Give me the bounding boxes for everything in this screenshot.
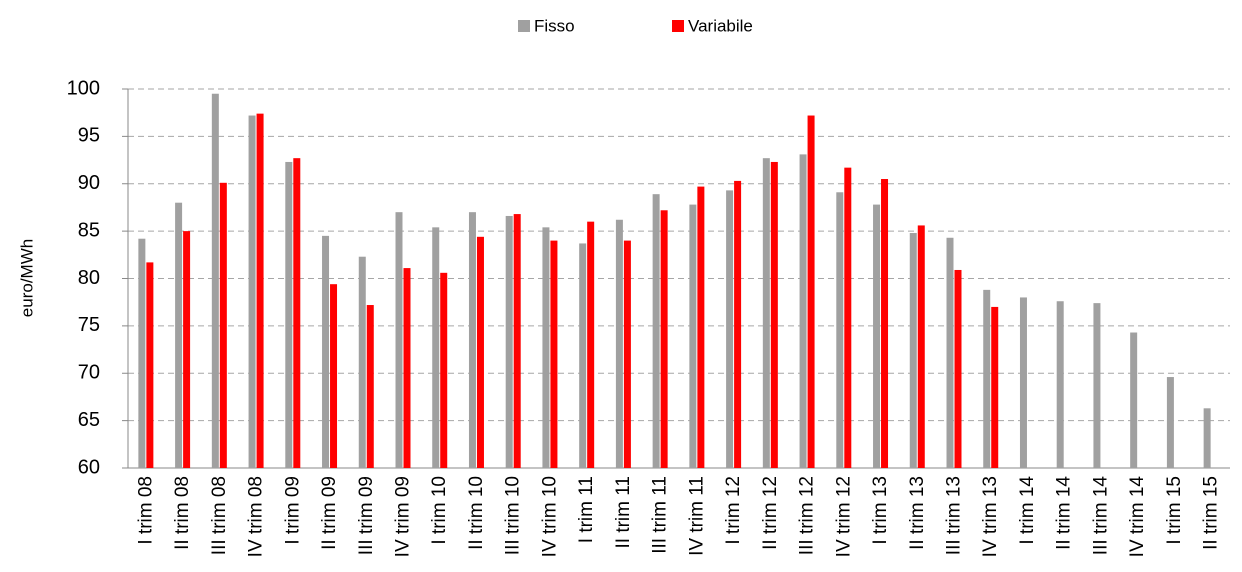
bar — [917, 225, 925, 468]
bar — [1166, 377, 1174, 468]
bar — [183, 231, 191, 468]
x-tick-label: I trim 10 — [429, 476, 450, 545]
x-tick-label: III trim 08 — [209, 476, 230, 555]
bar — [1019, 297, 1027, 468]
x-tick-label: I trim 15 — [1164, 476, 1185, 545]
y-axis-label: euro/MWh — [17, 239, 36, 317]
x-tick-label: IV trim 13 — [980, 476, 1001, 557]
bar — [358, 256, 366, 468]
bar — [285, 161, 293, 468]
bar — [697, 186, 705, 468]
bar — [579, 243, 587, 468]
bar — [330, 284, 338, 468]
bar — [505, 215, 513, 468]
y-tick-label: 80 — [78, 267, 100, 289]
y-tick-label: 60 — [78, 456, 100, 478]
bar — [623, 240, 631, 468]
bar — [211, 93, 219, 469]
bar — [762, 158, 770, 469]
bar — [1093, 303, 1101, 468]
bar — [954, 269, 962, 468]
y-tick-label: 70 — [78, 362, 100, 384]
y-tick-label: 75 — [78, 314, 100, 336]
x-tick-label: III trim 14 — [1090, 476, 1111, 556]
bar — [146, 262, 154, 468]
x-tick-label: I trim 13 — [870, 476, 891, 545]
legend-swatch — [518, 20, 530, 32]
x-tick-label: IV trim 12 — [833, 476, 854, 557]
y-tick-label: 85 — [78, 219, 100, 241]
bar — [468, 212, 476, 468]
bar — [440, 272, 448, 468]
x-tick-label: III trim 13 — [944, 476, 965, 555]
x-tick-label: II trim 10 — [466, 476, 487, 550]
bar — [256, 113, 264, 468]
x-tick-label: II trim 12 — [760, 476, 781, 550]
x-tick-label: IV trim 09 — [393, 476, 414, 557]
x-tick-label: IV trim 14 — [1127, 476, 1148, 558]
x-tick-label: IV trim 08 — [246, 476, 267, 557]
bar — [293, 158, 301, 469]
bar — [689, 204, 697, 468]
y-tick-label: 90 — [78, 172, 100, 194]
x-tick-label: I trim 08 — [135, 476, 156, 545]
x-tick-label: II trim 15 — [1201, 476, 1222, 550]
bar — [983, 289, 991, 468]
bar — [844, 167, 852, 468]
legend-label: Variabile — [688, 16, 753, 35]
bar — [991, 306, 999, 468]
bar — [1130, 332, 1138, 468]
x-tick-label: II trim 11 — [613, 476, 634, 549]
bar — [432, 227, 440, 468]
x-tick-label: III trim 11 — [650, 476, 671, 554]
bar — [550, 240, 558, 468]
bar — [836, 192, 844, 468]
bar — [909, 233, 917, 468]
x-tick-label: II trim 09 — [319, 476, 340, 550]
x-tick-label: I trim 12 — [723, 476, 744, 545]
bar — [726, 190, 734, 468]
bar — [366, 305, 374, 468]
bar — [807, 115, 815, 468]
bar — [873, 204, 881, 468]
bar — [734, 180, 742, 468]
bar — [175, 202, 183, 468]
bar — [1203, 408, 1211, 468]
bar — [799, 154, 807, 468]
x-tick-label: III trim 12 — [797, 476, 818, 555]
y-tick-label: 65 — [78, 409, 100, 431]
x-tick-label: I trim 14 — [1017, 476, 1038, 545]
x-tick-label: III trim 09 — [356, 476, 377, 555]
x-tick-label: II trim 13 — [907, 476, 928, 550]
bar — [403, 268, 411, 468]
bar — [322, 235, 330, 468]
bar — [513, 214, 521, 468]
bar — [542, 227, 550, 468]
x-tick-label: II trim 14 — [1054, 476, 1075, 550]
x-tick-label: II trim 08 — [172, 476, 193, 550]
bar — [476, 236, 484, 468]
bar — [652, 194, 660, 469]
x-tick-label: III trim 10 — [503, 476, 524, 555]
legend-label: Fisso — [534, 16, 575, 35]
bar — [1056, 301, 1064, 468]
bar — [660, 210, 668, 468]
bar — [946, 237, 954, 468]
x-tick-label: I trim 11 — [576, 476, 597, 543]
bar — [395, 212, 403, 468]
bar — [587, 221, 595, 468]
bar — [770, 161, 778, 468]
bar — [138, 238, 146, 468]
y-tick-label: 100 — [67, 77, 100, 99]
y-tick-label: 95 — [78, 125, 100, 147]
bar — [615, 219, 623, 468]
bar — [248, 115, 256, 468]
x-tick-label: IV trim 11 — [686, 476, 707, 556]
bar — [219, 182, 227, 469]
x-tick-label: IV trim 10 — [539, 476, 560, 557]
legend-swatch — [672, 20, 684, 32]
bar — [881, 179, 889, 468]
x-tick-label: I trim 09 — [282, 476, 303, 545]
